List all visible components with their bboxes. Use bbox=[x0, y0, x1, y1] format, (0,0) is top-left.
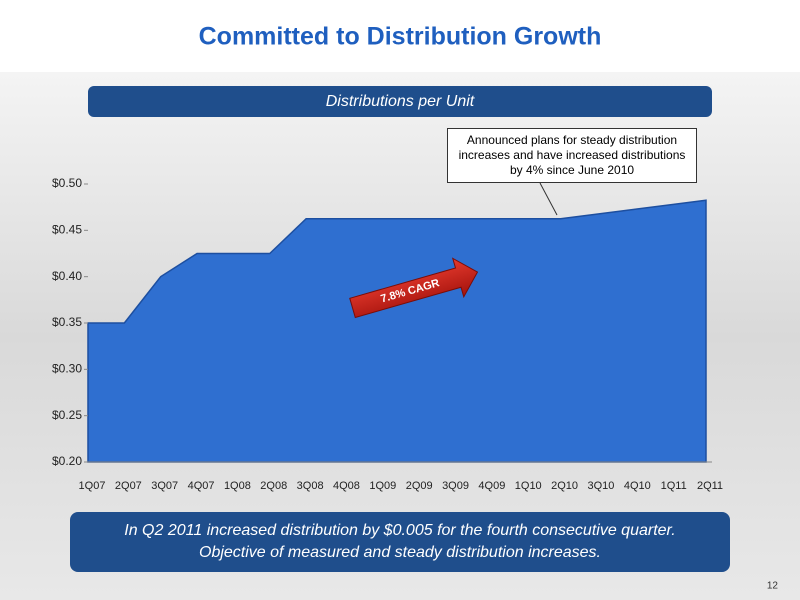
footer-box bbox=[70, 512, 730, 572]
y-tick-label: $0.30 bbox=[52, 362, 82, 376]
x-tick-label: 1Q10 bbox=[515, 480, 542, 492]
footer-line: In Q2 2011 increased distribution by $0.… bbox=[124, 522, 675, 539]
x-tick-label: 1Q09 bbox=[369, 480, 396, 492]
area bbox=[87, 199, 707, 463]
x-tick-label: 3Q09 bbox=[442, 480, 469, 492]
x-tick-label: 4Q09 bbox=[478, 480, 505, 492]
callout: Announced plans for steady distribution … bbox=[447, 128, 697, 183]
x-tick-label: 2Q09 bbox=[406, 480, 433, 492]
x-tick-label: 4Q08 bbox=[333, 480, 360, 492]
y-tick-label: $0.25 bbox=[52, 408, 82, 422]
y-tick-label: $0.35 bbox=[52, 315, 82, 329]
y-tick-label: $0.40 bbox=[52, 269, 82, 283]
callout-pointer bbox=[539, 182, 558, 216]
x-tick-label: 2Q08 bbox=[260, 480, 287, 492]
y-tick-label: $0.50 bbox=[52, 176, 82, 190]
subtitle-bar bbox=[88, 86, 712, 117]
x-tick-label: 4Q10 bbox=[624, 480, 651, 492]
x-tick-label: 2Q07 bbox=[115, 480, 142, 492]
x-tick-label: 1Q08 bbox=[224, 480, 251, 492]
slide-title: Committed to Distribution Growth bbox=[199, 23, 602, 51]
x-tick-label: 3Q10 bbox=[587, 480, 614, 492]
chart-subtitle: Distributions per Unit bbox=[326, 93, 475, 110]
x-tick-label: 1Q11 bbox=[661, 480, 687, 492]
x-tick-label: 3Q07 bbox=[151, 480, 178, 492]
footer-line: Objective of measured and steady distrib… bbox=[199, 544, 601, 561]
x-tick-label: 2Q11 bbox=[697, 480, 723, 492]
y-tick-label: $0.45 bbox=[52, 223, 82, 237]
page-number: 12 bbox=[767, 581, 779, 592]
x-tick-label: 2Q10 bbox=[551, 480, 578, 492]
x-tick-label: 4Q07 bbox=[188, 480, 215, 492]
plot: $0.20 $0.25 $0.30 $0.35 $0.40 $0.45 $0.50 1Q07 2… bbox=[52, 176, 723, 492]
y-tick-label: $0.20 bbox=[52, 454, 82, 468]
x-tick-label: 1Q07 bbox=[79, 480, 106, 492]
x-tick-label: 3Q08 bbox=[297, 480, 324, 492]
